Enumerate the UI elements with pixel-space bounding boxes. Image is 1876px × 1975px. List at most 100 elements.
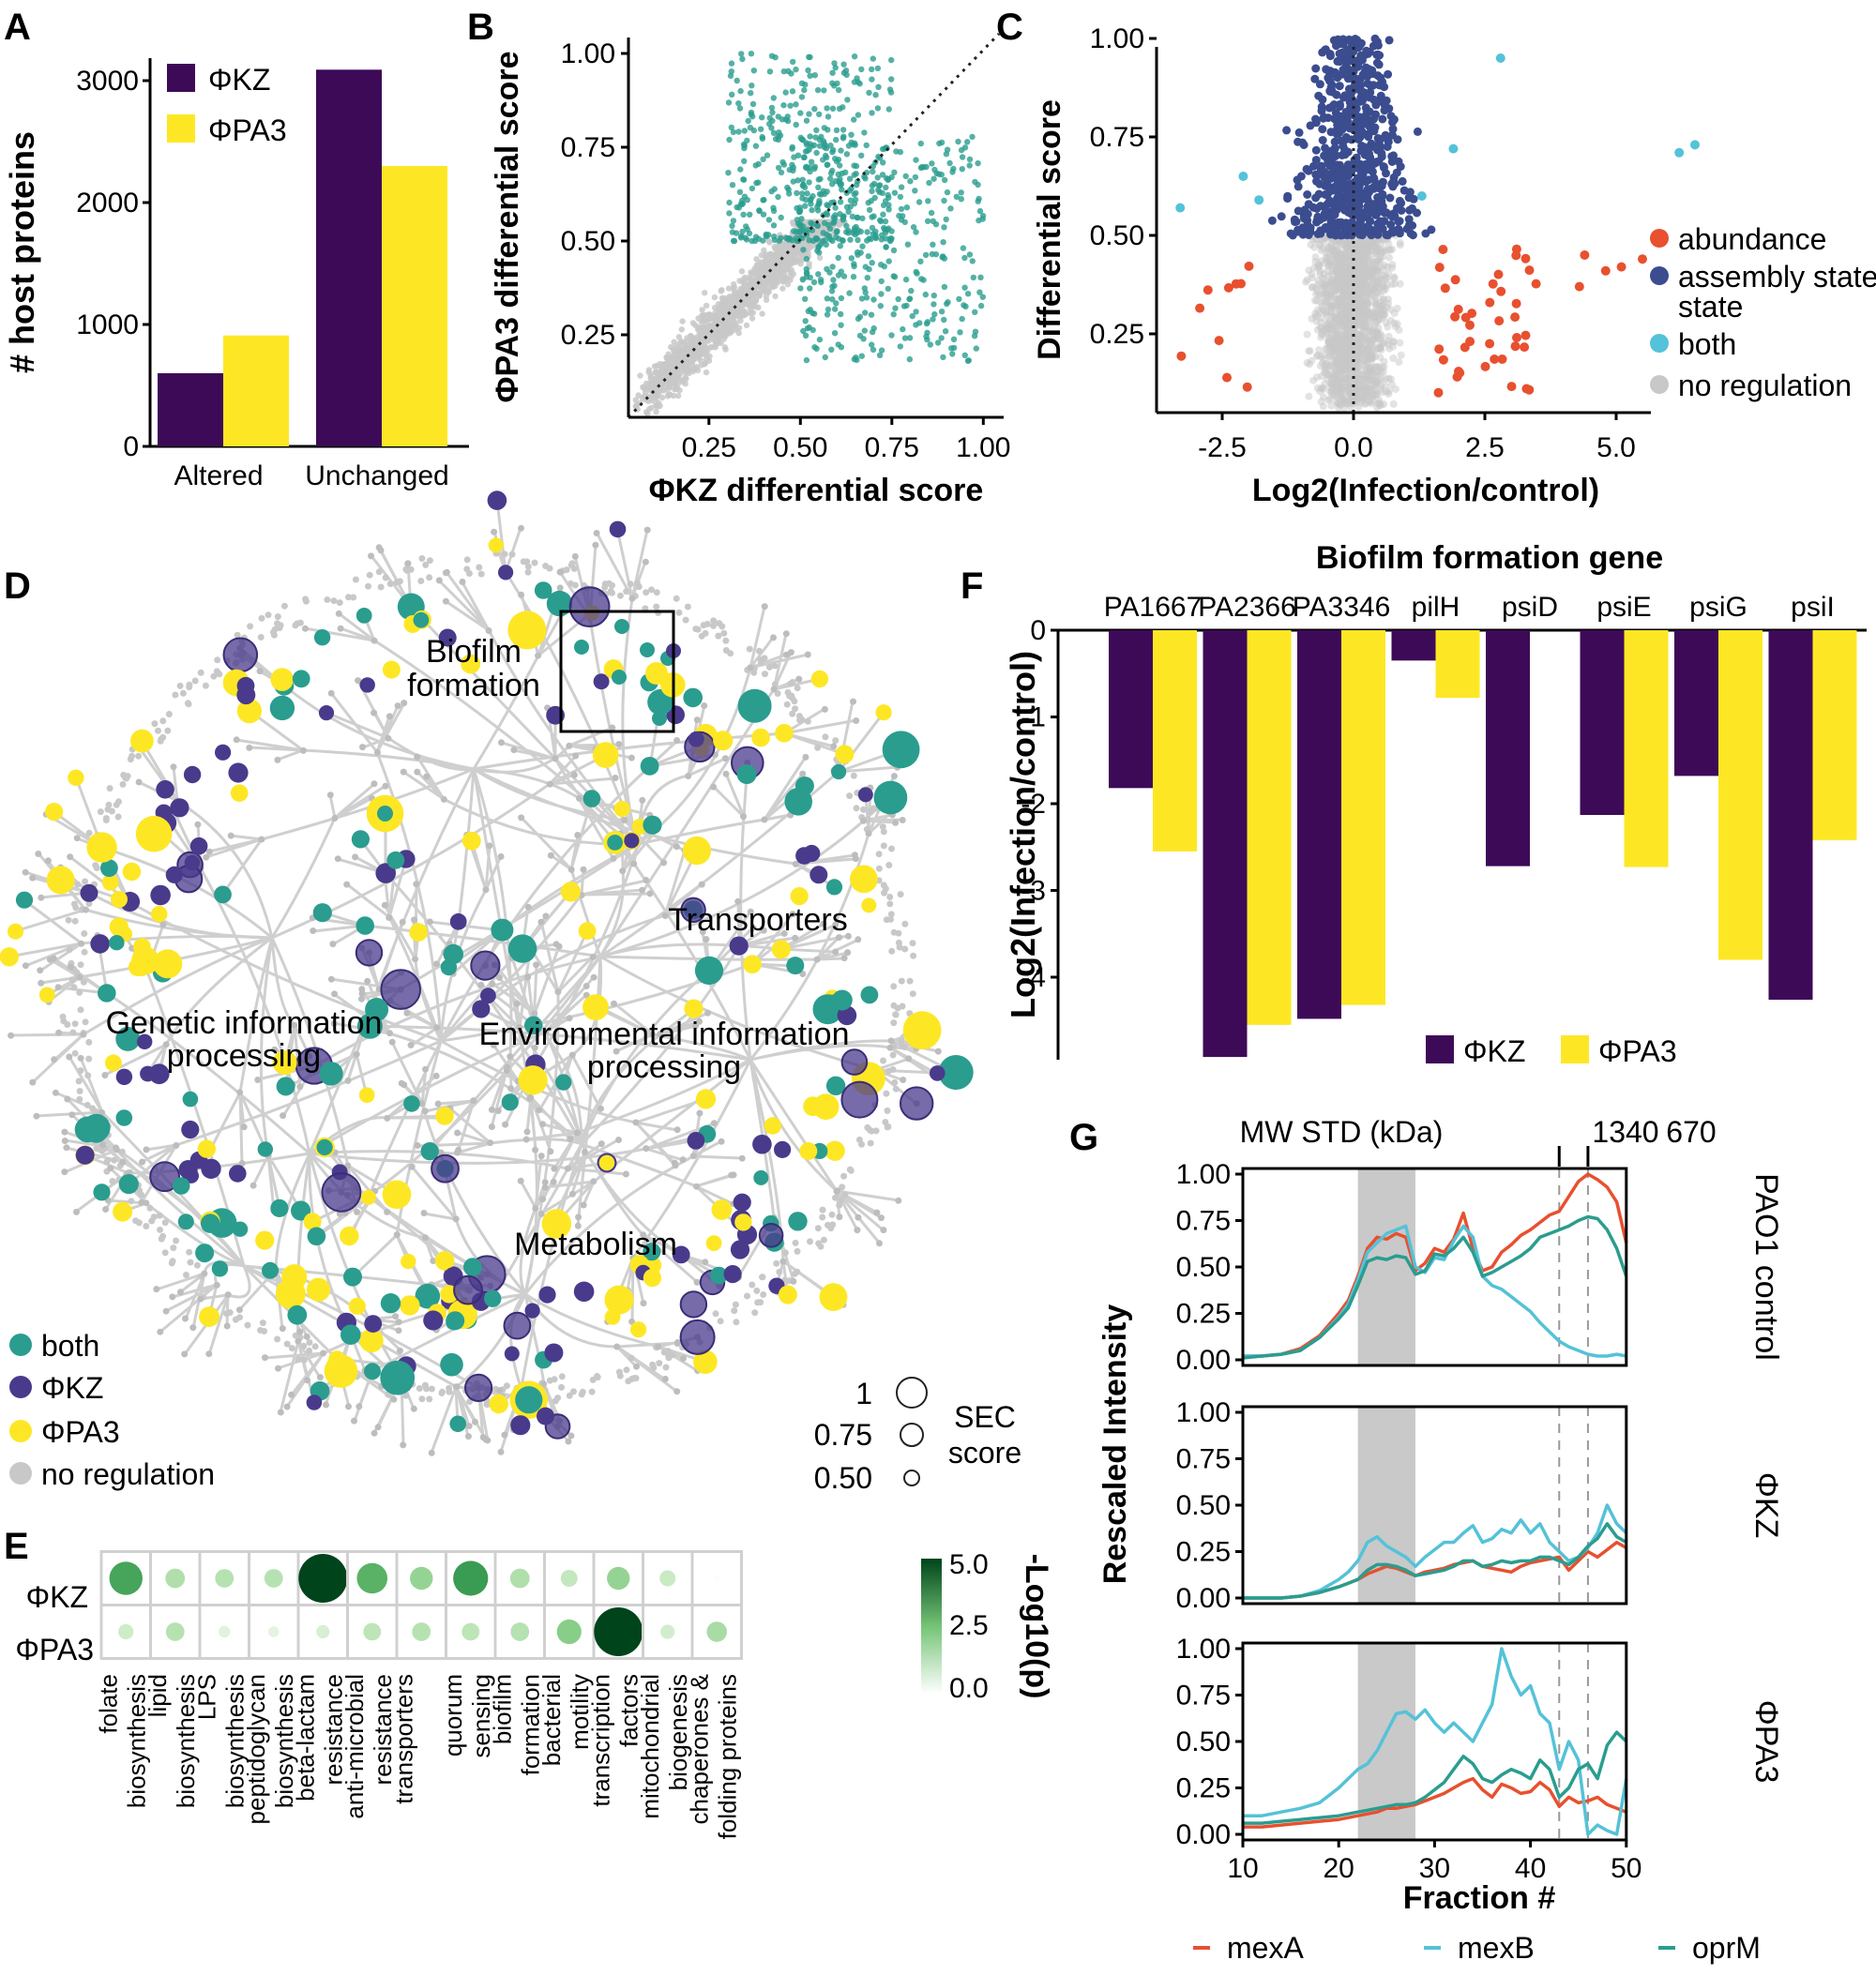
d-node-unregulated xyxy=(765,663,773,671)
b-point-teal xyxy=(852,231,858,238)
b-point-teal xyxy=(930,175,937,182)
b-point-teal xyxy=(969,133,976,141)
b-point-teal xyxy=(775,193,781,201)
c-point-gray xyxy=(1374,400,1383,408)
b-point-gray xyxy=(653,408,659,415)
b-point-teal xyxy=(872,92,879,98)
d-node-unregulated xyxy=(155,727,161,734)
c-point-abundance xyxy=(1580,250,1590,260)
b-point-teal xyxy=(938,335,945,341)
b-point-teal xyxy=(874,65,882,72)
b-point-teal xyxy=(759,135,766,142)
c-point-gray xyxy=(1316,362,1324,370)
b-point-teal xyxy=(854,214,860,221)
b-point-teal xyxy=(782,116,790,123)
b-point-gray xyxy=(751,289,759,295)
c-point-assembly xyxy=(1362,46,1371,55)
b-point-teal xyxy=(807,197,814,204)
b-point-teal xyxy=(875,187,882,193)
b-point-teal xyxy=(794,177,801,184)
b-point-teal xyxy=(898,205,905,213)
d-node-unregulated xyxy=(524,568,532,576)
b-point-teal xyxy=(840,237,846,244)
c-point-both xyxy=(1690,140,1700,150)
c-point-abundance xyxy=(1176,351,1187,361)
a-legend-phikz: ΦKZ xyxy=(208,63,270,97)
b-point-teal xyxy=(806,324,812,331)
b-point-teal xyxy=(875,83,882,91)
d-node-unregulated xyxy=(247,623,254,630)
b-point-gray xyxy=(700,312,706,319)
c-point-assembly xyxy=(1356,146,1366,156)
d-node-unregulated xyxy=(179,689,187,697)
b-point-teal xyxy=(929,160,935,167)
c-point-gray xyxy=(1327,401,1336,410)
b-point-teal xyxy=(811,72,818,79)
b-point-teal xyxy=(824,105,830,112)
b-point-gray xyxy=(742,274,749,281)
b-point-teal xyxy=(768,188,775,195)
b-point-teal xyxy=(829,296,836,303)
d-node-unregulated xyxy=(825,1221,831,1229)
b-point-gray xyxy=(683,375,689,383)
a-bar-altered-phikz xyxy=(158,373,223,446)
d-node-unregulated xyxy=(176,682,184,689)
b-point-teal xyxy=(821,219,828,227)
b-point-teal xyxy=(961,352,969,358)
b-point-gray xyxy=(651,363,658,369)
b-point-gray xyxy=(703,369,710,376)
b-point-teal xyxy=(870,168,876,175)
b-point-teal xyxy=(838,294,845,302)
b-point-teal xyxy=(807,72,813,80)
b-point-teal xyxy=(908,287,915,294)
b-point-gray xyxy=(806,261,812,267)
d-node-unregulated xyxy=(135,752,143,760)
b-point-gray xyxy=(775,242,781,249)
d-node-unregulated xyxy=(330,597,338,605)
b-point-gray xyxy=(644,410,651,417)
c-point-assembly xyxy=(1365,65,1373,74)
b-point-teal xyxy=(917,140,924,147)
d-node-unregulated xyxy=(128,1198,135,1205)
b-point-teal xyxy=(885,106,892,113)
b-point-teal xyxy=(829,105,837,113)
d-node-unregulated xyxy=(814,744,822,751)
b-point-gray xyxy=(689,320,697,326)
d-node-unregulated xyxy=(159,717,167,725)
b-point-gray xyxy=(721,344,728,351)
b-point-teal xyxy=(749,100,757,108)
b-point-teal xyxy=(850,273,857,280)
b-point-teal xyxy=(775,113,781,120)
c-point-assembly xyxy=(1300,226,1309,235)
d-node-unregulated xyxy=(781,1249,789,1257)
b-point-gray xyxy=(748,292,754,298)
d-node-unregulated xyxy=(850,772,857,779)
d-node-unregulated xyxy=(628,1354,635,1362)
d-node-unregulated xyxy=(418,555,426,562)
b-point-gray xyxy=(715,301,722,308)
c-point-assembly xyxy=(1370,158,1380,168)
b-point-gray xyxy=(674,392,682,400)
c-point-assembly xyxy=(1354,43,1363,53)
b-point-gray xyxy=(804,242,811,249)
d-node-unregulated xyxy=(76,988,83,996)
c-legend-assembly: assembly state xyxy=(1678,260,1876,294)
b-point-teal xyxy=(831,330,839,337)
b-point-gray xyxy=(673,352,680,358)
b-point-teal xyxy=(885,202,892,208)
b-point-teal xyxy=(735,128,742,135)
b-point-teal xyxy=(760,156,766,162)
b-point-teal xyxy=(849,213,856,220)
b-point-teal xyxy=(906,355,913,363)
b-point-gray xyxy=(809,242,817,249)
b-point-teal xyxy=(770,207,778,215)
d-node-unregulated xyxy=(157,1226,163,1233)
b-point-teal xyxy=(799,190,806,197)
c-point-gray xyxy=(1320,385,1327,394)
b-point-teal xyxy=(737,87,744,95)
c-point-gray xyxy=(1365,279,1373,286)
d-node-unregulated xyxy=(151,720,159,728)
b-point-teal xyxy=(764,152,771,158)
c-point-abundance xyxy=(1531,279,1541,289)
b-point-teal xyxy=(851,53,858,60)
